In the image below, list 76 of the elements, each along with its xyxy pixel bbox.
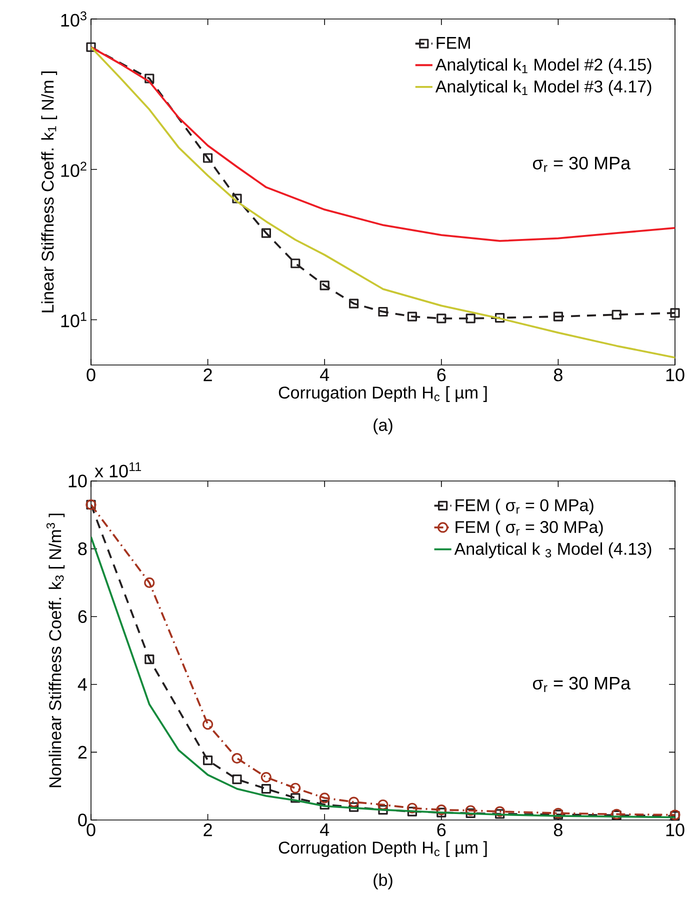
point: [436, 314, 446, 324]
point: [261, 228, 271, 238]
x-tick-label: 0: [86, 368, 96, 382]
y-axis-title: Linear Stiffness Coeff. k$_{1}$ [ N/m ]: [41, 72, 58, 312]
x-tick-label: 10: [666, 824, 684, 836]
point: [144, 74, 154, 84]
x-tick-label: 6: [437, 368, 446, 382]
point: [495, 313, 505, 323]
point: [261, 784, 271, 794]
text: x 10$^{11}$: [94, 462, 142, 478]
y-axis-title: Nonlinear Stiffness Coeff. k$_{3}$ [ N/m$^{3}$ ]: [46, 514, 65, 788]
point: [202, 719, 214, 730]
point: [407, 806, 417, 816]
point: [466, 314, 476, 324]
point: [144, 577, 155, 588]
point: [320, 800, 330, 810]
point: [378, 306, 388, 317]
x-tick-label: 4: [320, 824, 330, 836]
point: [494, 806, 506, 817]
y-tick-label: 8: [78, 542, 87, 556]
point: [466, 808, 476, 818]
annotation: σ$_{r}$ = 30 MPa: [532, 676, 631, 692]
point: [612, 310, 622, 320]
point: [290, 793, 300, 803]
point: [320, 280, 330, 290]
point: [495, 809, 505, 819]
y-tick-label: 0: [78, 814, 87, 826]
point: [407, 312, 417, 322]
x-tick-label: 6: [437, 824, 446, 836]
x-tick-label: 0: [86, 824, 96, 836]
annotation: σ$_{r}$ = 30 MPa: [532, 156, 631, 172]
point: [144, 654, 154, 664]
x-tick-label: 4: [320, 368, 330, 381]
y-tick-label: 10$^{3}$: [61, 11, 86, 27]
y-tick-label: 6: [78, 610, 87, 623]
point: [378, 799, 388, 810]
x-tick-label: 2: [204, 824, 212, 836]
point: [348, 802, 359, 812]
y-tick-label: 2: [78, 746, 87, 758]
legend-label: FEM: [436, 37, 470, 49]
point: [348, 298, 359, 308]
y-tick-label: 10$^{1}$: [61, 312, 86, 328]
x-axis-title: Corrugation Depth H$_{c}$ [ µm ]: [278, 841, 487, 857]
y-tick-label: 4: [78, 678, 87, 691]
x-tick-label: 8: [554, 824, 562, 836]
point: [436, 804, 447, 816]
y-tick-label: 10: [68, 474, 87, 488]
point: [232, 752, 242, 764]
point: [319, 792, 330, 804]
point: [202, 153, 213, 163]
point: [260, 772, 272, 783]
x-axis-title: Corrugation Depth H$_{c}$ [ µm ]: [278, 386, 487, 402]
x-tick-label: 2: [204, 368, 212, 382]
x-tick-label: 10: [666, 368, 684, 382]
point: [232, 774, 242, 784]
point: [202, 756, 213, 766]
x-tick-label: 8: [554, 368, 562, 382]
y-tick-label: 10$^{2}$: [61, 162, 86, 177]
legend-label: Analytical k $_{3}$ Model (4.13): [454, 542, 652, 558]
legend-label: Analytical k$_{1}$ Model #3 (4.17): [435, 80, 652, 96]
text: (b): [374, 874, 392, 890]
point: [436, 808, 446, 818]
point: [670, 308, 680, 318]
legend-label: FEM ( σ$_{r}$ = 30 MPa): [456, 520, 603, 536]
point: [378, 805, 388, 815]
point: [232, 194, 242, 204]
point: [86, 42, 96, 52]
point: [406, 802, 418, 814]
legend-label: Analytical k$_{1}$ Model #2 (4.15): [435, 58, 652, 74]
text: (a): [374, 418, 392, 434]
point: [290, 782, 301, 794]
point: [348, 796, 360, 808]
point: [553, 312, 563, 322]
point: [290, 258, 300, 268]
point: [465, 805, 476, 816]
legend-label: FEM ( σ$_{r}$ = 0 MPa): [456, 498, 594, 515]
